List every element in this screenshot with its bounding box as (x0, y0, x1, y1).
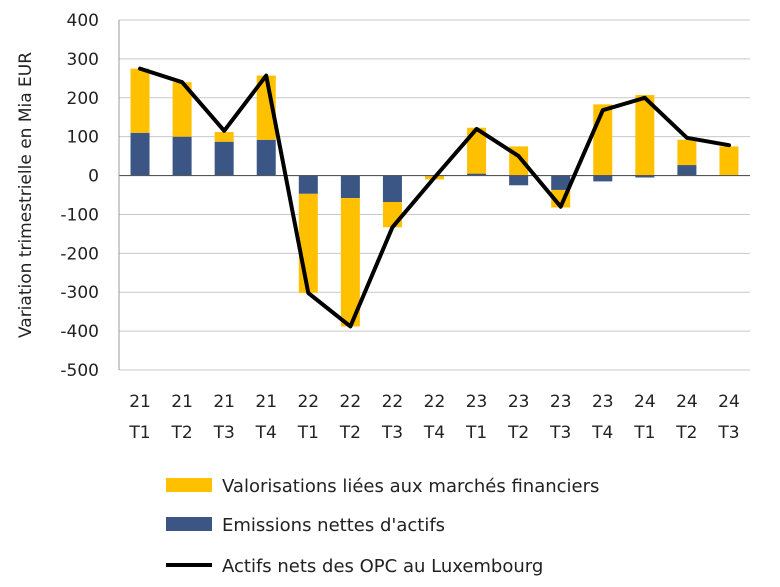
bar-emissions (382, 175, 402, 202)
bar-emissions (340, 175, 360, 199)
x-tick-year: 23 (466, 392, 488, 412)
x-tick-quarter: T1 (465, 423, 487, 443)
bar-emissions (551, 175, 571, 190)
bar-emissions (593, 175, 613, 182)
x-tick-quarter: T3 (549, 423, 571, 443)
line-series (138, 66, 731, 329)
bar-valorisations (467, 127, 487, 174)
bar-valorisations (340, 198, 360, 327)
y-tick-label: -100 (60, 205, 99, 225)
legend-swatch (166, 517, 212, 531)
x-tick-year: 22 (382, 392, 404, 412)
bar-emissions (214, 141, 234, 176)
bar-emissions (298, 175, 318, 194)
x-tick-quarter: T3 (717, 423, 739, 443)
x-tick-year: 24 (634, 392, 656, 412)
bar-emissions (467, 173, 487, 176)
y-tick-label: -400 (60, 322, 99, 342)
y-axis-label: Variation trimestrielle en Mia EUR (16, 52, 36, 338)
bar-valorisations (172, 82, 192, 137)
x-tick-year: 22 (297, 392, 319, 412)
bar-valorisations (677, 139, 697, 166)
x-tick-quarter: T1 (633, 423, 655, 443)
legend-label: Emissions nettes d'actifs (222, 515, 445, 536)
y-tick-label: 300 (67, 50, 99, 70)
x-tick-quarter: T2 (170, 423, 192, 443)
x-tick-quarter: T3 (381, 423, 403, 443)
bar-emissions (677, 165, 697, 176)
gridlines (119, 19, 750, 371)
y-tick-label: 200 (67, 89, 99, 109)
bar-emissions (635, 175, 655, 178)
x-tick-labels: 21 T1 21 T2 21 T3 21 T4 22 T1 22 T2 22 T3 22 T4 23 T1 23 T2… (128, 392, 739, 443)
legend-label: Actifs nets des OPC au Luxembourg (222, 556, 543, 577)
line-actifs-nets (138, 66, 731, 329)
x-tick-quarter: T4 (423, 423, 445, 443)
x-tick-year: 21 (213, 392, 235, 412)
legend: Valorisations liées aux marchés financie… (166, 476, 599, 577)
bar-valorisations (635, 95, 655, 176)
y-tick-label: 0 (88, 167, 99, 187)
x-tick-year: 22 (424, 392, 446, 412)
y-tick-label: -500 (60, 361, 99, 381)
y-tick-label: -200 (60, 244, 99, 264)
x-tick-quarter: T2 (675, 423, 697, 443)
x-tick-quarter: T2 (507, 423, 529, 443)
bar-valorisations (382, 202, 402, 228)
x-tick-year: 23 (508, 392, 530, 412)
bar-valorisations (298, 193, 318, 293)
x-tick-year: 21 (255, 392, 277, 412)
x-tick-year: 23 (550, 392, 572, 412)
legend-label: Valorisations liées aux marchés financie… (222, 476, 599, 497)
x-tick-quarter: T1 (297, 423, 319, 443)
x-tick-year: 24 (718, 392, 740, 412)
x-tick-year: 21 (171, 392, 193, 412)
bar-emissions (509, 175, 529, 186)
bar-valorisations (214, 132, 234, 142)
bar-emissions (256, 139, 276, 176)
y-tick-labels: 400 300 200 100 0 -100 -200 -300 -400 -500 (60, 11, 99, 381)
legend-swatch (166, 478, 212, 492)
x-tick-year: 23 (592, 392, 614, 412)
bar-valorisations (719, 146, 739, 176)
x-tick-quarter: T3 (213, 423, 235, 443)
x-tick-quarter: T2 (339, 423, 361, 443)
x-tick-quarter: T1 (128, 423, 150, 443)
bar-valorisations (130, 68, 150, 133)
x-tick-year: 21 (129, 392, 151, 412)
x-tick-year: 24 (676, 392, 698, 412)
x-tick-quarter: T4 (591, 423, 613, 443)
bar-emissions (130, 132, 150, 176)
y-tick-label: -300 (60, 283, 99, 303)
x-tick-quarter: T4 (255, 423, 277, 443)
y-tick-label: 400 (67, 11, 99, 31)
bars (130, 68, 739, 327)
bar-emissions (172, 136, 192, 176)
x-tick-year: 22 (340, 392, 362, 412)
y-tick-label: 100 (67, 128, 99, 148)
